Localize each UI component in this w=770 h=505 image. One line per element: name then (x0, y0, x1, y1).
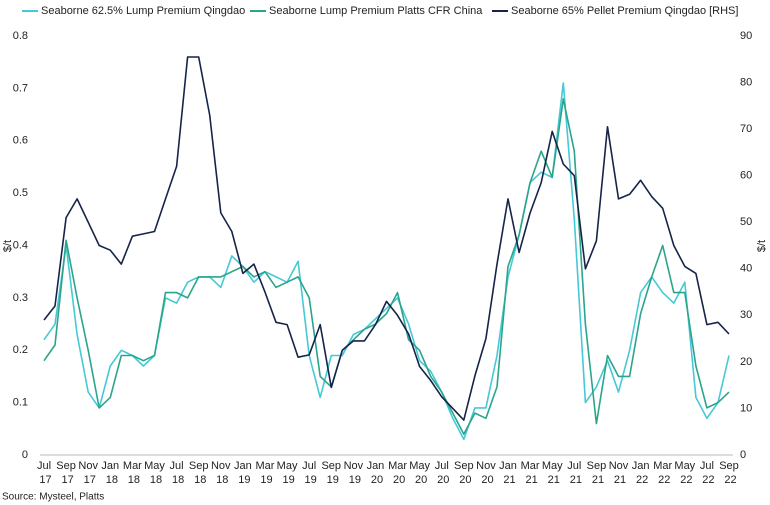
y-axis-label: $/t (2, 240, 14, 252)
x-tick-label: May 19 (277, 460, 298, 486)
legend-label: Seaborne 65% Pellet Premium Qingdao [RHS… (511, 5, 738, 17)
y2-tick-label: 10 (740, 402, 752, 414)
x-tick-label: Jul 22 (699, 460, 714, 486)
y2-tick-label: 60 (740, 170, 752, 182)
x-tick-label: Nov 17 (78, 460, 98, 486)
x-tick-label: Nov 21 (609, 460, 629, 486)
y2-tick-label: 90 (740, 30, 752, 42)
y2-tick-label: 70 (740, 123, 752, 135)
y-tick-label: 0.4 (13, 239, 28, 251)
x-tick-label: Jul 21 (567, 460, 582, 486)
y-tick-label: 0.3 (13, 292, 28, 304)
x-tick-label: May 18 (144, 460, 165, 486)
x-tick-label: Jul 17 (36, 460, 51, 486)
series-line (43, 98, 730, 435)
y2-tick-label: 20 (740, 356, 752, 368)
legend-label: Seaborne 62.5% Lump Premium Qingdao (41, 5, 245, 17)
y-tick-label: 0.1 (13, 397, 28, 409)
y-tick-label: 0.2 (13, 344, 28, 356)
legend-label: Seaborne Lump Premium Platts CFR China (269, 5, 483, 17)
x-tick-label: Mar 19 (255, 460, 274, 486)
x-tick-label: May 21 (542, 460, 563, 486)
y2-tick-label: 80 (740, 76, 752, 88)
y-tick-label: 0 (22, 449, 28, 461)
series-line (43, 82, 730, 441)
x-tick-label: May 20 (409, 460, 430, 486)
x-tick-label: Nov 18 (211, 460, 231, 486)
y-tick-label: 0.5 (13, 187, 28, 199)
x-tick-label: Mar 21 (521, 460, 540, 486)
x-tick-label: Sep 21 (587, 460, 607, 486)
x-tick-label: Mar 20 (388, 460, 407, 486)
x-tick-label: Sep 17 (56, 460, 76, 486)
x-tick-label: Sep 22 (719, 460, 739, 486)
x-tick-label: Jan 18 (101, 460, 119, 486)
x-tick-label: Mar 22 (653, 460, 672, 486)
x-tick-label: Jan 19 (234, 460, 252, 486)
y2-axis-label: $/t (756, 240, 768, 252)
y-tick-label: 0.6 (13, 135, 28, 147)
x-tick-label: Jul 19 (302, 460, 317, 486)
x-tick-label: Sep 19 (321, 460, 341, 486)
y2-tick-label: 40 (740, 263, 752, 275)
x-tick-label: Mar 18 (123, 460, 142, 486)
x-tick-label: Nov 19 (344, 460, 364, 486)
x-tick-label: Jan 22 (632, 460, 650, 486)
x-tick-label: Jul 20 (434, 460, 449, 486)
x-tick-label: Jan 21 (499, 460, 517, 486)
x-tick-label: Nov 20 (476, 460, 496, 486)
x-tick-label: Jul 18 (169, 460, 184, 486)
y2-tick-label: 0 (740, 449, 746, 461)
x-tick-label: Jan 20 (367, 460, 385, 486)
x-tick-label: May 22 (674, 460, 695, 486)
x-tick-label: Sep 20 (454, 460, 474, 486)
source-note: Source: Mysteel, Platts (2, 492, 104, 503)
y-tick-label: 0.8 (13, 30, 28, 42)
y-tick-label: 0.7 (13, 82, 28, 94)
y2-tick-label: 50 (740, 216, 752, 228)
y2-tick-label: 30 (740, 309, 752, 321)
series-line (43, 56, 730, 421)
x-tick-label: Sep 18 (189, 460, 209, 486)
